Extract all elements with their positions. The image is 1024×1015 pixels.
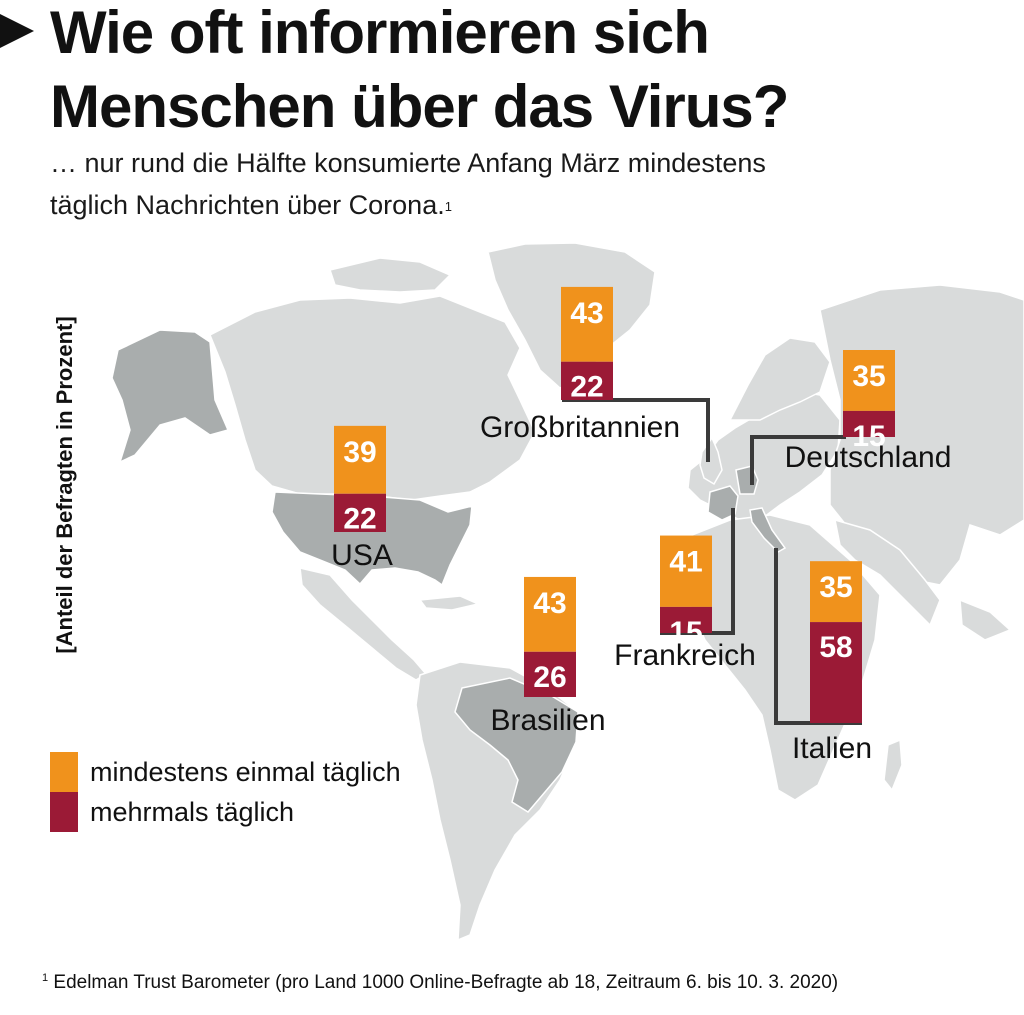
data-label-daily-grossbritannien: 43	[570, 297, 603, 330]
data-label-several-daily-brasilien: 26	[533, 661, 566, 694]
legend-label-daily: mindestens einmal täglich	[90, 756, 401, 787]
bar-group-grossbritannien: 43 22 Großbritannien	[480, 286, 680, 444]
map-central-america	[299, 567, 428, 681]
bar-several-daily-brasilien	[524, 651, 576, 697]
map-se-asia-islands	[959, 598, 1012, 641]
map-caribbean	[418, 595, 481, 611]
map-brazil	[454, 677, 579, 813]
subtitle-footnote-mark: 1	[444, 199, 452, 214]
data-label-daily-deutschland: 35	[852, 360, 885, 393]
bar-daily-usa	[334, 425, 386, 494]
bar-several-daily-usa	[334, 493, 386, 532]
subtitle-line-1: … nur rund die Hälfte konsumierte Anfang…	[50, 148, 766, 178]
page-title-line-1: Wie oft informieren sich	[50, 0, 710, 66]
data-label-daily-italien: 35	[819, 571, 852, 604]
data-label-several-daily-italien: 58	[819, 631, 852, 664]
legend-item-several-daily: mehrmals täglich	[50, 792, 294, 832]
map-north-america	[209, 295, 536, 501]
data-label-daily-usa: 39	[343, 436, 376, 469]
bar-several-daily-italien	[810, 622, 862, 723]
data-label-daily-frankreich: 41	[669, 546, 702, 579]
map-alaska	[111, 329, 230, 464]
bar-several-daily-deutschland	[843, 410, 895, 437]
country-label-italien: Italien	[792, 732, 872, 765]
map-arctic-islands	[329, 257, 452, 293]
bar-group-brasilien: 43 26 Brasilien	[490, 576, 606, 737]
map-middle-east	[834, 518, 941, 627]
bar-groups: 3922USA4322Großbritannien4326Brasilien41…	[331, 286, 952, 765]
bar-daily-brasilien	[524, 576, 576, 652]
map-italy	[749, 507, 787, 553]
bar-daily-italien	[810, 561, 862, 623]
country-label-frankreich: Frankreich	[614, 639, 756, 672]
subtitle-line-2: täglich Nachrichten über Corona.1	[50, 188, 452, 222]
legend-item-daily: mindestens einmal täglich	[50, 752, 401, 792]
bar-several-daily-grossbritannien	[561, 361, 613, 400]
data-label-several-daily-grossbritannien: 22	[570, 371, 603, 404]
bar-daily-deutschland	[843, 350, 895, 411]
title-arrow-icon	[0, 14, 34, 48]
footnote: 1 Edelman Trust Barometer (pro Land 1000…	[42, 972, 838, 994]
footnote-text: Edelman Trust Barometer (pro Land 1000 O…	[53, 972, 839, 993]
data-label-several-daily-frankreich: 15	[669, 616, 702, 649]
data-label-several-daily-usa: 22	[343, 503, 376, 536]
legend-swatch-daily	[50, 752, 78, 792]
data-label-several-daily-deutschland: 15	[852, 420, 885, 453]
bar-daily-frankreich	[660, 535, 712, 607]
y-axis-label: [Anteil der Befragten in Prozent]	[52, 316, 77, 654]
page-title-line-2: Menschen über das Virus?	[50, 73, 789, 140]
connector-germany	[750, 435, 846, 485]
data-label-daily-brasilien: 43	[533, 587, 566, 620]
bar-daily-grossbritannien	[561, 286, 613, 362]
legend-label-several-daily: mehrmals täglich	[90, 796, 295, 827]
footnote-mark: 1	[42, 972, 49, 984]
country-label-grossbritannien: Großbritannien	[480, 411, 680, 444]
country-label-brasilien: Brasilien	[490, 704, 605, 737]
legend-swatch-several-daily	[50, 792, 78, 832]
country-label-deutschland: Deutschland	[785, 441, 952, 474]
country-label-usa: USA	[331, 539, 393, 572]
subtitle-line-2-text: täglich Nachrichten über Corona.	[50, 190, 445, 220]
map-usa	[271, 491, 473, 587]
map-madagascar	[883, 738, 903, 792]
bar-several-daily-frankreich	[660, 606, 712, 633]
map-uk	[699, 436, 723, 486]
bar-group-italien: 35 58 Italien	[792, 561, 872, 765]
